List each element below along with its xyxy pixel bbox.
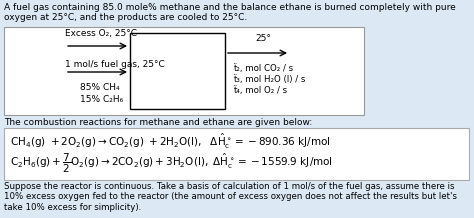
- Text: 85% CH₄: 85% CH₄: [80, 83, 119, 92]
- Bar: [4, 27, 364, 115]
- Text: Suppose the reactor is continuous. Take a basis of calculation of 1 mol/s of the: Suppose the reactor is continuous. Take …: [4, 182, 457, 212]
- Text: The combustion reactions for methane and ethane are given below:: The combustion reactions for methane and…: [4, 118, 312, 127]
- Text: ẗ₂, mol CO₂ / s: ẗ₂, mol CO₂ / s: [233, 64, 293, 73]
- Text: 15% C₂H₆: 15% C₂H₆: [80, 95, 123, 104]
- Text: 1 mol/s fuel gas, 25°C: 1 mol/s fuel gas, 25°C: [65, 60, 165, 69]
- Text: ẗ₃, mol H₂O (l) / s: ẗ₃, mol H₂O (l) / s: [233, 75, 305, 84]
- Text: A fuel gas containing 85.0 mole% methane and the balance ethane is burned comple: A fuel gas containing 85.0 mole% methane…: [4, 3, 456, 22]
- Bar: [130, 33, 225, 109]
- Text: Excess O₂, 25°C: Excess O₂, 25°C: [65, 29, 137, 38]
- Text: $\mathrm{C_2H_6(g)+\dfrac{7}{2}O_2(g)\rightarrow 2CO_2(g)+3H_2O(l),\ \Delta\hat{: $\mathrm{C_2H_6(g)+\dfrac{7}{2}O_2(g)\ri…: [10, 152, 333, 175]
- Bar: [4, 128, 469, 180]
- Text: $\mathrm{CH_4(g)\ +2O_2(g)\rightarrow CO_2(g)\ +2H_2O(l),\ \ \Delta\hat{H}_c^\ci: $\mathrm{CH_4(g)\ +2O_2(g)\rightarrow CO…: [10, 132, 331, 151]
- Text: 25°: 25°: [255, 34, 271, 43]
- Text: ẗ₄, mol O₂ / s: ẗ₄, mol O₂ / s: [233, 86, 287, 95]
